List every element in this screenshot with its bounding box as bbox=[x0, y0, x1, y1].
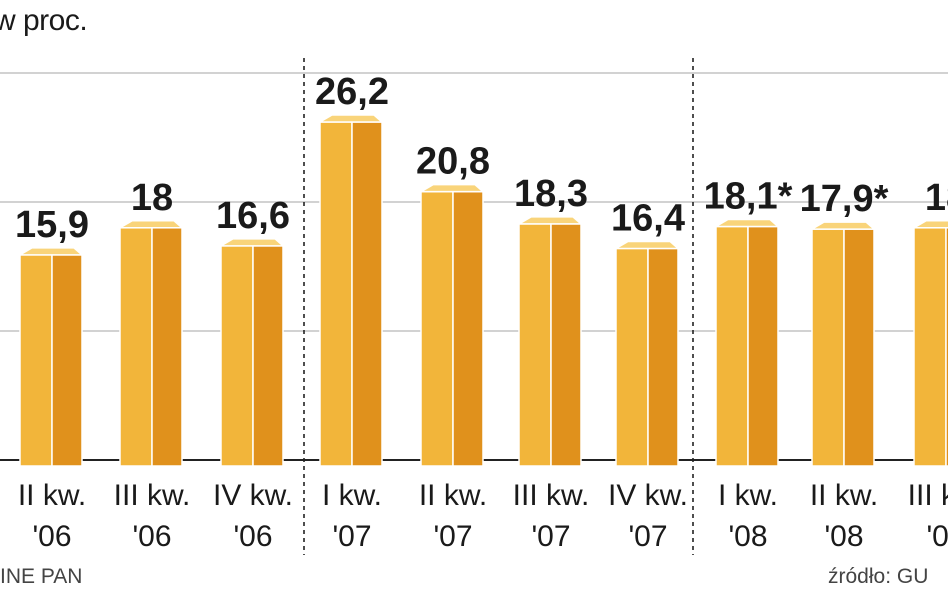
bar-side bbox=[647, 247, 679, 467]
bar-top bbox=[317, 114, 384, 123]
bar-top bbox=[713, 218, 780, 228]
value-label: 18,1* bbox=[704, 176, 793, 218]
bar-front bbox=[913, 227, 947, 467]
bar bbox=[613, 240, 680, 467]
category-year-label: '06 bbox=[32, 520, 71, 553]
bar bbox=[117, 220, 184, 467]
bar bbox=[418, 183, 485, 467]
bar bbox=[911, 220, 948, 467]
bar-front bbox=[319, 121, 353, 467]
bar-side bbox=[945, 227, 948, 467]
value-label: 16,4 bbox=[611, 197, 685, 239]
bar bbox=[317, 114, 384, 467]
category-label: IV kw. bbox=[213, 479, 293, 512]
category-label: I kw. bbox=[322, 479, 382, 512]
value-label: 20,8 bbox=[416, 141, 490, 183]
category-label: II kw. bbox=[18, 479, 86, 512]
bar-front bbox=[119, 227, 153, 467]
bar-front bbox=[420, 190, 454, 467]
category-year-label: '08 bbox=[824, 520, 863, 553]
value-label: 15,9 bbox=[15, 204, 89, 246]
category-year-label: '07 bbox=[332, 520, 371, 553]
value-label: 16,6 bbox=[216, 195, 290, 237]
bar-top bbox=[117, 220, 184, 229]
category-label: III kw. bbox=[513, 479, 590, 512]
bar bbox=[218, 238, 285, 467]
value-label: 26,2 bbox=[315, 71, 389, 113]
bar-side bbox=[252, 245, 284, 467]
bar-side bbox=[843, 228, 875, 467]
bar-front bbox=[615, 247, 649, 467]
category-year-label: '06 bbox=[132, 520, 171, 553]
bar-side bbox=[550, 223, 582, 467]
bar-top bbox=[418, 183, 485, 193]
bar-side bbox=[452, 190, 484, 467]
category-label: IV kw. bbox=[608, 479, 688, 512]
bar-front bbox=[19, 254, 53, 467]
bar-top bbox=[516, 216, 583, 225]
bar-side bbox=[51, 254, 83, 467]
bar-front bbox=[518, 223, 552, 467]
bar-side bbox=[151, 227, 183, 467]
category-label: II kw. bbox=[810, 479, 878, 512]
bar bbox=[809, 221, 876, 467]
bar-front bbox=[715, 225, 749, 467]
bar bbox=[17, 247, 84, 467]
category-year-label: '07 bbox=[531, 520, 570, 553]
bar-top bbox=[911, 220, 948, 229]
bar-side bbox=[747, 225, 779, 467]
bar-front bbox=[811, 228, 845, 467]
bar-top bbox=[613, 240, 680, 250]
category-label: III kw. bbox=[908, 479, 948, 512]
category-label: I kw. bbox=[718, 479, 778, 512]
value-label: 18,3 bbox=[514, 173, 588, 215]
value-label: 18 bbox=[925, 177, 948, 219]
category-year-label: '08 bbox=[926, 520, 948, 553]
category-label: II kw. bbox=[419, 479, 487, 512]
bar bbox=[713, 218, 780, 467]
bar-top bbox=[17, 247, 84, 256]
category-year-label: '07 bbox=[628, 520, 667, 553]
category-year-label: '08 bbox=[728, 520, 767, 553]
category-year-label: '07 bbox=[433, 520, 472, 553]
bar-top bbox=[218, 238, 285, 247]
footer-source: źródło: GU bbox=[828, 565, 929, 588]
bar bbox=[516, 216, 583, 467]
unit-label: w proc. bbox=[0, 4, 88, 37]
category-label: III kw. bbox=[114, 479, 191, 512]
bar-top bbox=[809, 221, 876, 230]
category-year-label: '06 bbox=[233, 520, 272, 553]
value-label: 17,9* bbox=[800, 178, 889, 220]
footer-credit: INE PAN bbox=[0, 565, 83, 588]
value-label: 18 bbox=[131, 177, 173, 219]
bar-front bbox=[220, 245, 254, 467]
bar-side bbox=[351, 121, 383, 467]
